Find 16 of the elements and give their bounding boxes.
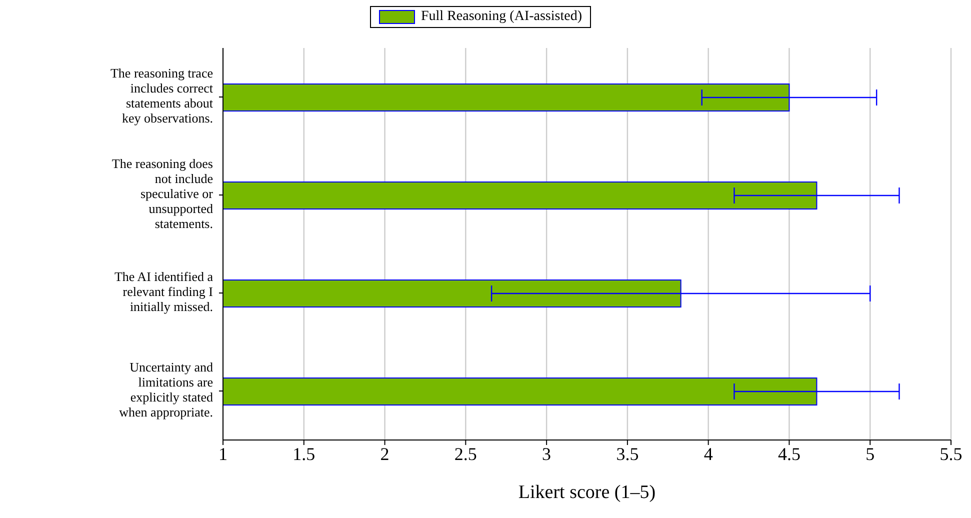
y-tick-label: Uncertainty and limitations are explicitly stated when appropriate. bbox=[119, 359, 214, 420]
x-tick-label: 4.5 bbox=[778, 444, 800, 464]
y-tick-label: The AI identified a relevant finding I initially missed. bbox=[114, 268, 214, 314]
x-tick-label: 1.5 bbox=[292, 444, 316, 464]
x-tick-label: 3 bbox=[542, 444, 552, 464]
x-tick-label: 5 bbox=[866, 444, 875, 464]
x-axis-title: Likert score (1–5) bbox=[518, 482, 656, 503]
y-tick-label: The reasoning trace includes correct statements about key observations. bbox=[110, 65, 214, 126]
x-tick-label: 5.5 bbox=[940, 444, 962, 464]
y-tick-label: The reasoning does not include speculative or unsupported statements. bbox=[112, 156, 214, 231]
legend-label: Full Reasoning (AI-assisted) bbox=[421, 9, 582, 25]
x-tick-label: 2.5 bbox=[454, 444, 477, 464]
x-tick-label: 1 bbox=[218, 444, 228, 464]
x-tick-label: 2 bbox=[380, 444, 390, 464]
x-tick-label: 3.5 bbox=[616, 444, 639, 464]
x-tick-label: 4 bbox=[704, 444, 713, 464]
